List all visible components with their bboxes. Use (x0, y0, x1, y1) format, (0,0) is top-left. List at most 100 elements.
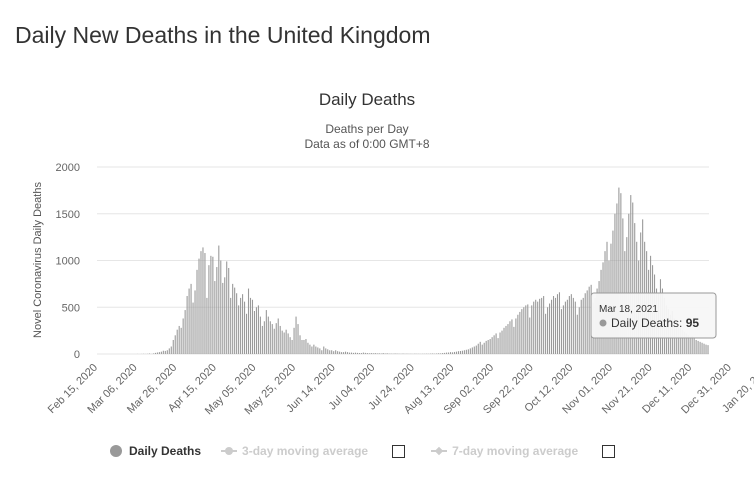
bar[interactable] (275, 323, 277, 354)
bar[interactable] (382, 353, 384, 354)
bar[interactable] (172, 339, 174, 354)
bar[interactable] (374, 353, 376, 354)
bar[interactable] (572, 297, 574, 354)
bar[interactable] (261, 325, 263, 354)
bar[interactable] (257, 305, 259, 354)
bar[interactable] (539, 298, 541, 354)
bar[interactable] (384, 353, 386, 354)
bar[interactable] (541, 297, 543, 354)
bar[interactable] (240, 297, 242, 354)
bar[interactable] (376, 353, 378, 354)
bar[interactable] (570, 294, 572, 354)
bar[interactable] (192, 302, 194, 354)
bar[interactable] (299, 335, 301, 354)
bar[interactable] (360, 353, 362, 354)
bar[interactable] (453, 351, 456, 354)
bar[interactable] (212, 256, 214, 354)
bar[interactable] (352, 352, 355, 354)
bar[interactable] (562, 305, 564, 354)
bar[interactable] (152, 353, 154, 354)
bar[interactable] (491, 337, 493, 354)
bar[interactable] (370, 353, 372, 354)
bar[interactable] (432, 353, 434, 354)
bar[interactable] (259, 316, 261, 354)
bar[interactable] (204, 253, 206, 354)
bar[interactable] (378, 353, 380, 354)
bar[interactable] (394, 353, 396, 354)
bar[interactable] (701, 342, 703, 354)
bar[interactable] (174, 335, 176, 354)
bar[interactable] (459, 351, 461, 354)
bar[interactable] (337, 351, 339, 354)
bar[interactable] (160, 351, 162, 354)
bar[interactable] (481, 344, 483, 354)
bar[interactable] (436, 353, 438, 354)
bar[interactable] (242, 294, 244, 354)
bar[interactable] (703, 343, 705, 354)
bar[interactable] (547, 307, 549, 354)
bar[interactable] (485, 340, 487, 354)
bar[interactable] (366, 353, 368, 354)
bar[interactable] (319, 348, 321, 354)
bar[interactable] (584, 293, 586, 354)
bar[interactable] (253, 310, 255, 354)
bar[interactable] (479, 341, 481, 354)
bar[interactable] (386, 353, 388, 354)
bar[interactable] (455, 351, 458, 354)
bar[interactable] (267, 316, 269, 354)
bar[interactable] (176, 329, 178, 354)
bar[interactable] (380, 353, 382, 354)
bar[interactable] (679, 327, 681, 354)
bar[interactable] (537, 301, 539, 354)
bar[interactable] (705, 344, 707, 354)
bar[interactable] (255, 307, 257, 354)
bar[interactable] (236, 293, 238, 354)
bar[interactable] (226, 261, 228, 354)
bar[interactable] (348, 352, 351, 354)
bar[interactable] (208, 265, 210, 354)
bar[interactable] (560, 309, 562, 354)
bar[interactable] (505, 325, 507, 354)
bar[interactable] (521, 309, 523, 354)
bar[interactable] (564, 301, 566, 354)
bar[interactable] (685, 333, 687, 354)
bar[interactable] (269, 321, 271, 354)
bar[interactable] (529, 317, 531, 354)
bar[interactable] (681, 329, 683, 354)
bar[interactable] (309, 344, 311, 354)
bar[interactable] (364, 352, 366, 354)
bar[interactable] (515, 318, 517, 354)
bar[interactable] (511, 319, 513, 354)
bar[interactable] (582, 297, 584, 354)
bar[interactable] (291, 339, 293, 354)
bar[interactable] (449, 352, 452, 354)
legend-item-7-day-average[interactable]: 7-day moving average (431, 444, 578, 458)
bar[interactable] (168, 348, 170, 354)
bar[interactable] (519, 311, 521, 354)
bar[interactable] (329, 350, 331, 354)
bar[interactable] (305, 339, 307, 354)
bar[interactable] (545, 313, 547, 354)
bar[interactable] (287, 333, 289, 354)
bar[interactable] (220, 260, 222, 355)
bar[interactable] (301, 339, 303, 354)
bar[interactable] (273, 328, 275, 354)
bar[interactable] (677, 325, 679, 354)
bar[interactable] (552, 296, 555, 354)
bar[interactable] (198, 258, 200, 354)
bar[interactable] (156, 352, 158, 355)
bar[interactable] (507, 324, 509, 354)
bar[interactable] (200, 251, 202, 354)
bar[interactable] (341, 352, 343, 354)
bar[interactable] (683, 331, 685, 354)
bar[interactable] (473, 346, 475, 354)
bar[interactable] (317, 347, 319, 354)
bar[interactable] (368, 353, 370, 354)
bar[interactable] (632, 202, 634, 354)
bar[interactable] (350, 352, 353, 354)
bar[interactable] (206, 297, 208, 354)
bar[interactable] (566, 299, 568, 354)
legend-item-daily-deaths[interactable]: Daily Deaths (110, 444, 201, 458)
bar[interactable] (495, 333, 497, 354)
bar[interactable] (551, 299, 553, 354)
